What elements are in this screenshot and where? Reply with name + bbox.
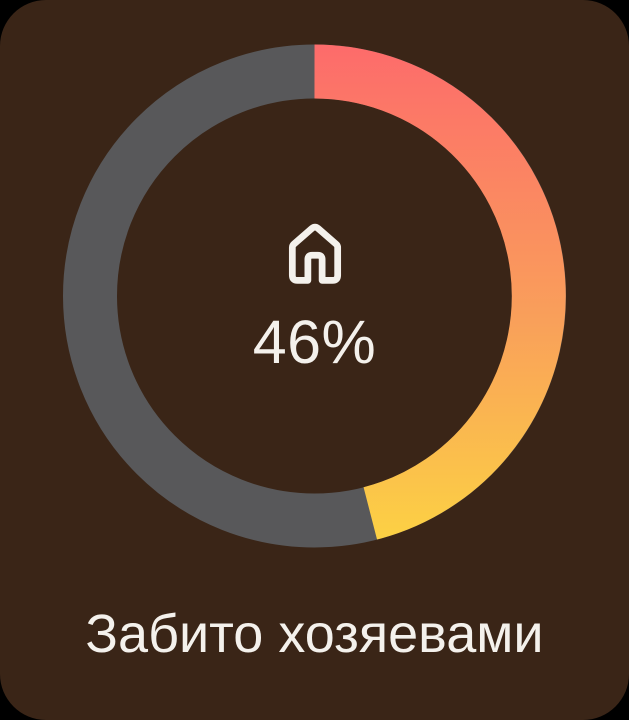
card-title: Забито хозяевами	[85, 604, 544, 664]
home-icon	[288, 223, 341, 284]
gauge-progress-arc	[314, 44, 566, 540]
percent-value: 46%	[252, 308, 377, 376]
home-icon-outline	[288, 223, 341, 284]
